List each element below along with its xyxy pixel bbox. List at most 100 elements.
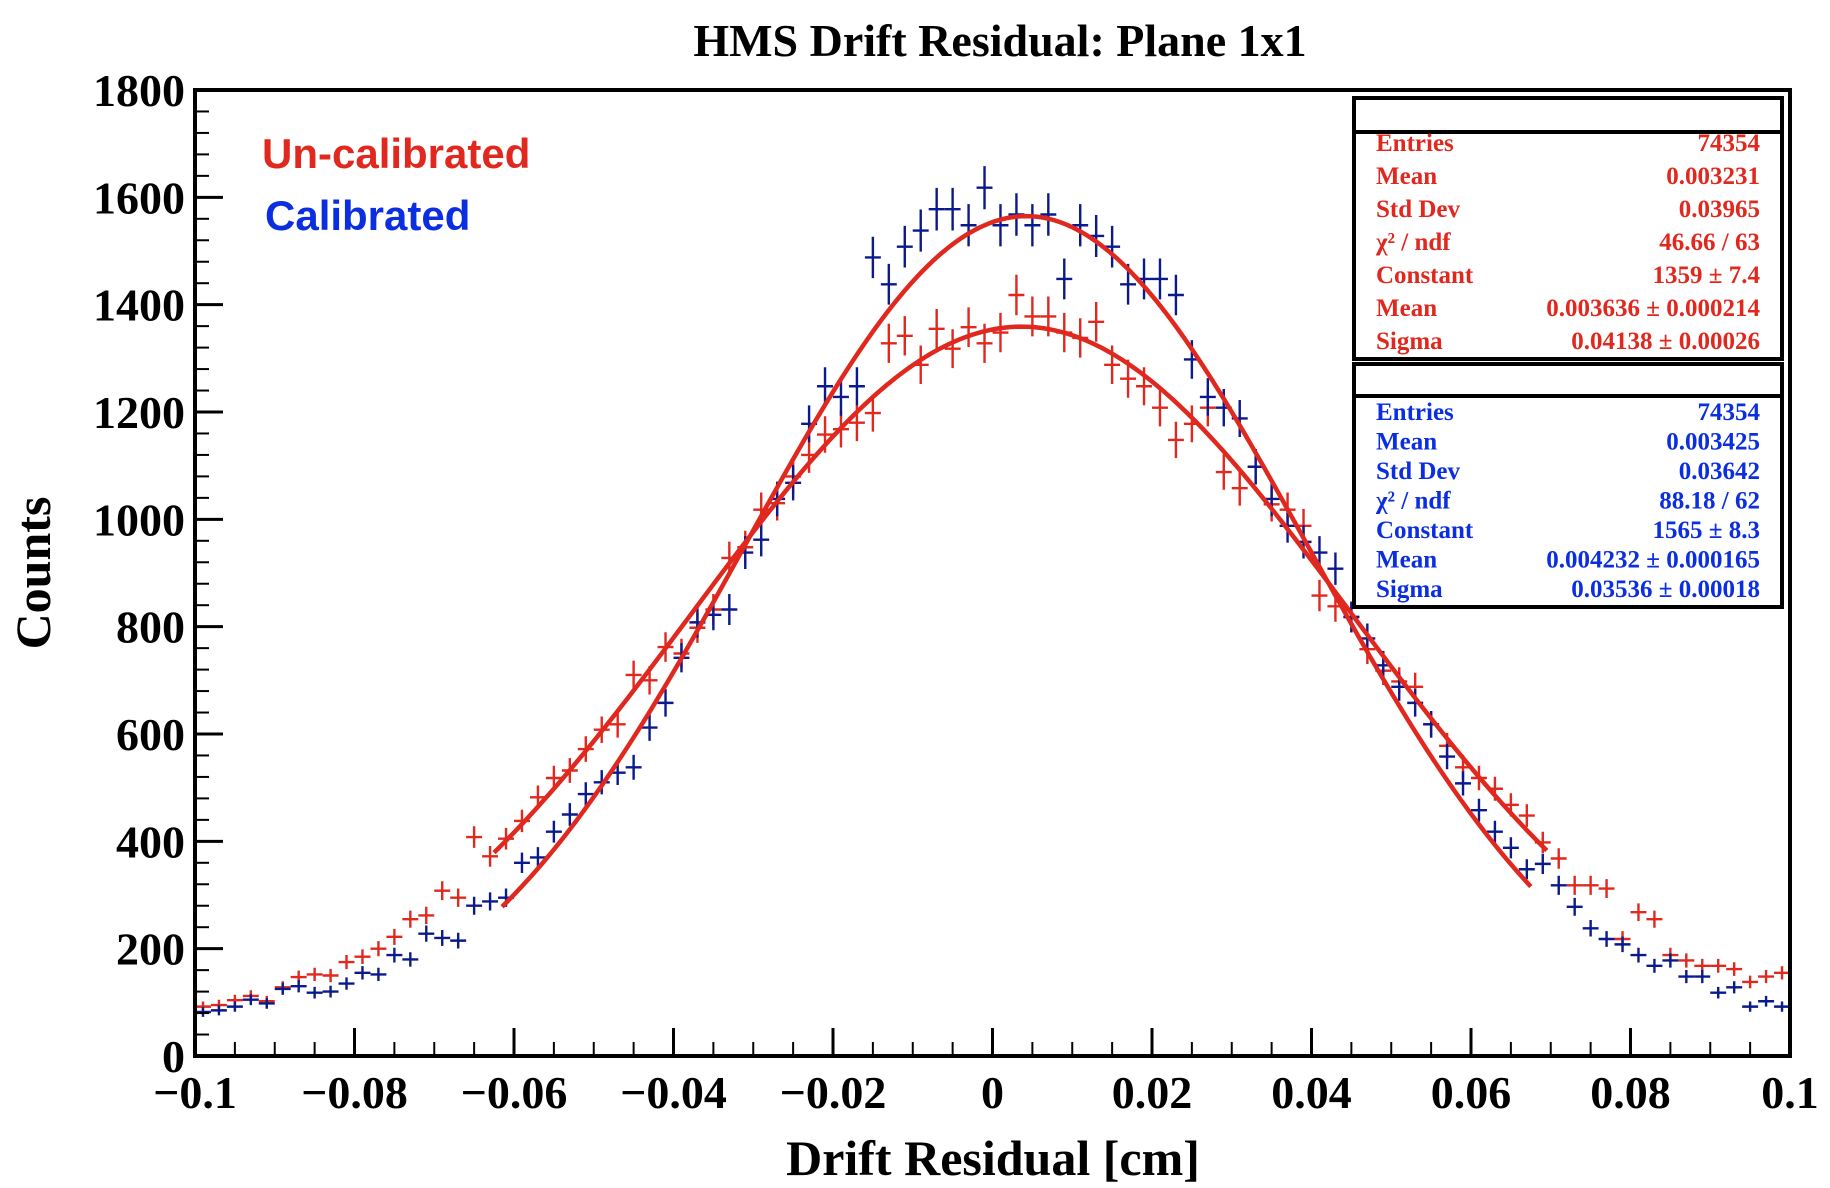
data-point: [928, 309, 945, 349]
data-point: [434, 929, 451, 946]
x-axis: −0.1 −0.08 −0.06 −0.04 −0.02 0 0.02 0.04 0.06 0.0…: [153, 1028, 1819, 1118]
data-point: [338, 977, 355, 990]
x-tick-label: 0.02: [1112, 1067, 1193, 1118]
data-point: [1710, 986, 1727, 999]
data-point: [1582, 875, 1599, 895]
y-tick-label: 200: [116, 924, 185, 975]
data-point: [386, 947, 403, 963]
data-point: [1678, 970, 1695, 984]
y-axis-label: Counts: [5, 497, 61, 650]
stat-value: 74354: [1698, 130, 1761, 157]
data-point: [1455, 771, 1471, 796]
legend-calibrated: Calibrated: [265, 192, 470, 239]
y-tick-label: 600: [116, 709, 185, 760]
y-tick-label: 1000: [93, 494, 185, 545]
y-tick-label: 1200: [93, 387, 185, 438]
data-point: [609, 710, 626, 738]
stat-value: 74354: [1698, 399, 1761, 426]
stat-label: χ² / ndf: [1375, 229, 1451, 256]
stat-value: 0.003425: [1666, 429, 1760, 456]
data-point: [1231, 470, 1248, 506]
data-point: [1471, 798, 1487, 822]
data-point: [354, 949, 371, 965]
fit-curve-uncalibrated: [492, 324, 1549, 855]
data-point: [1550, 848, 1567, 869]
data-point: [880, 263, 897, 305]
data-point: [1199, 378, 1216, 416]
data-point: [944, 187, 961, 231]
data-point: [322, 968, 339, 983]
plot-area: [195, 166, 1790, 1017]
stat-label: Constant: [1376, 517, 1474, 544]
data-point: [482, 892, 499, 911]
data-point: [880, 323, 897, 363]
data-point: [450, 932, 467, 949]
x-tick-label: 0: [981, 1067, 1004, 1118]
data-point: [1598, 879, 1615, 899]
data-point: [1439, 743, 1456, 770]
data-point: [1502, 837, 1519, 859]
x-tick-label: 0.04: [1271, 1067, 1352, 1118]
data-point: [833, 378, 849, 416]
data-point: [450, 888, 467, 907]
data-point: [1056, 258, 1073, 300]
data-point: [1774, 966, 1790, 980]
x-tick-label: 0.1: [1761, 1067, 1819, 1118]
data-point: [338, 954, 355, 970]
data-point: [1550, 875, 1567, 895]
stat-label: Mean: [1376, 429, 1437, 456]
stat-box-frame: [1352, 362, 1784, 609]
data-point: [545, 820, 562, 843]
data-point: [258, 998, 275, 1009]
stat-label: χ² / ndf: [1375, 488, 1451, 515]
data-point: [482, 846, 499, 867]
y-tick-label: 1400: [93, 280, 185, 331]
data-point: [1215, 454, 1232, 490]
data-point: [210, 1005, 227, 1016]
data-point: [1327, 552, 1344, 585]
data-point: [418, 906, 435, 925]
x-axis-label: Drift Residual [cm]: [786, 1130, 1200, 1186]
data-point: [290, 980, 307, 993]
stat-label: Constant: [1376, 262, 1474, 289]
data-point: [753, 523, 770, 557]
stat-box-calibrated: Entries 74354 Mean 0.003425 Std Dev 0.03642 χ²…: [1352, 362, 1784, 609]
data-point: [1662, 953, 1679, 968]
data-point: [1646, 958, 1663, 973]
data-point: [402, 910, 419, 928]
data-point: [514, 852, 530, 873]
data-point: [306, 967, 323, 982]
data-point: [402, 952, 419, 967]
chart-title: HMS Drift Residual: Plane 1x1: [693, 15, 1306, 66]
data-point: [561, 803, 578, 826]
data-point: [1678, 953, 1695, 968]
data-point: [1167, 274, 1184, 316]
stat-value: 0.003636 ± 0.000214: [1546, 295, 1760, 322]
stat-value: 1565 ± 8.3: [1653, 517, 1760, 544]
data-point: [1024, 204, 1041, 247]
data-point: [896, 316, 913, 356]
stat-label: Std Dev: [1376, 196, 1461, 223]
data-point: [928, 187, 945, 231]
data-point: [1630, 947, 1647, 963]
data-point: [1486, 820, 1503, 843]
data-point: [848, 367, 865, 406]
data-point: [577, 782, 594, 806]
x-tick-label: −0.04: [620, 1067, 727, 1118]
data-point: [960, 307, 977, 347]
data-point: [864, 394, 881, 432]
data-point: [657, 689, 674, 717]
data-point: [992, 204, 1009, 247]
data-point: [242, 994, 259, 1006]
data-point: [1758, 970, 1775, 984]
stat-box-uncalibrated: Entries 74354 Mean 0.003231 Std Dev 0.03965 χ²…: [1352, 96, 1784, 361]
x-tick-label: 0.06: [1431, 1067, 1512, 1118]
stat-value: 0.04138 ± 0.00026: [1571, 328, 1760, 355]
data-point: [1534, 853, 1551, 875]
data-point: [1614, 936, 1631, 953]
y-axis: 0 200 400 600 800 1000 1200 1400 1600 1800: [93, 65, 223, 1082]
stat-value: 0.03965: [1679, 196, 1760, 223]
stat-label: Mean: [1376, 295, 1437, 322]
data-point: [1024, 296, 1041, 337]
